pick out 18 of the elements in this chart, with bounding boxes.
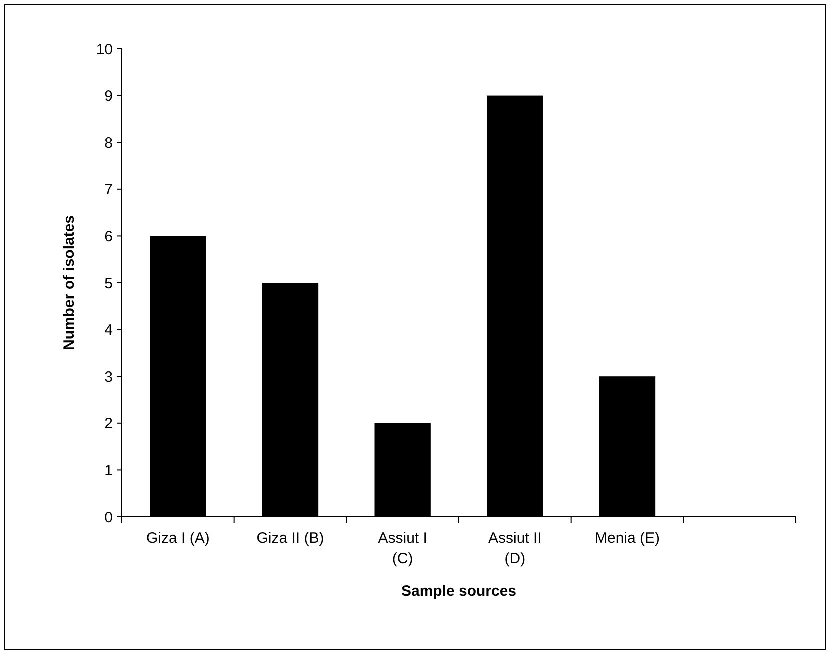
- y-tick-label: 9: [104, 88, 113, 106]
- x-tick-label: Assiut II (D): [488, 530, 542, 568]
- x-tick-label: Giza II (B): [256, 530, 324, 547]
- y-tick-label: 6: [104, 228, 113, 246]
- y-tick-label: 8: [104, 134, 113, 152]
- y-axis-title: Number of isolates: [61, 215, 78, 351]
- y-tick-label: 3: [104, 368, 113, 386]
- x-tick-label: Giza I (A): [146, 530, 210, 547]
- y-tick-label: 0: [104, 509, 113, 526]
- y-tick-label: 4: [104, 322, 113, 340]
- y-tick-label: 7: [104, 182, 113, 199]
- x-tick-label: Menia (E): [594, 530, 660, 547]
- y-tick-label: 2: [104, 416, 113, 433]
- x-tick-label: Assiut I (C): [378, 530, 428, 568]
- x-axis-title: Sample sources: [401, 583, 517, 600]
- y-tick-label: 5: [104, 275, 113, 292]
- y-tick-label: 10: [96, 41, 113, 58]
- y-tick-label: 1: [104, 462, 113, 480]
